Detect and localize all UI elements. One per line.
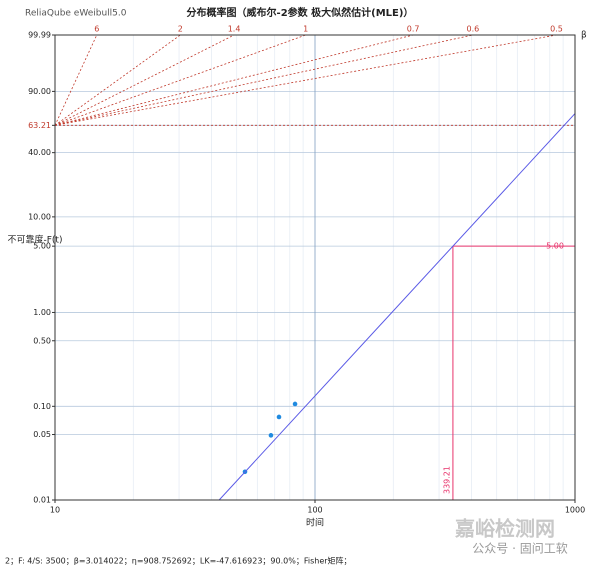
beta-ray [54,34,235,126]
footer: 2；F: 4/S: 3500；β=3.014022；η=908.752692；L… [5,556,352,566]
y-tick-label: 0.01 [33,496,51,505]
x-tick-label: 1000 [565,506,585,515]
y-tick-label: 40.00 [28,148,51,157]
beta-ray [54,34,98,126]
y-tick-label: 99.99 [28,31,51,40]
watermark: 公众号 · 固问工软 [472,542,567,556]
y-tick-label: 1.00 [33,308,51,317]
fit-line [218,113,575,500]
x-tick-label: 10 [50,506,60,515]
x-tick-label: 100 [307,506,322,515]
beta-label: β [581,31,587,41]
y-tick-label: 5.00 [33,242,51,251]
y-tick-label: 0.05 [33,430,51,439]
y-tick-label: 90.00 [28,87,51,96]
beta-ray [54,34,414,126]
beta-tick-label: 6 [94,25,99,34]
y-tick-label: 63.21 [28,121,51,130]
data-point [268,433,274,438]
beta-tick-label: 0.5 [550,25,563,34]
beta-tick-label: 1.4 [228,25,241,34]
y-tick-label: 10.00 [28,212,51,221]
plot-frame [54,34,576,501]
beta-ray [54,34,181,126]
beta-ray [54,34,557,126]
data-point [292,401,298,407]
y-axis-label: 不可靠度-F(t) [8,234,63,246]
reference-x-label: 339.21 [442,466,451,494]
beta-ray [54,34,306,126]
chart-title: 分布概率图（威布尔-2参数 极大似然估计(MLE)） [187,6,414,19]
data-point [276,414,282,420]
watermark: 嘉峪检测网 [454,517,555,541]
beta-tick-label: 2 [178,25,183,34]
beta-ray [54,34,473,126]
y-tick-label: 0.10 [33,402,51,411]
y-tick-label: 0.50 [33,336,51,345]
x-axis-label: 时间 [306,517,324,529]
app-name: ReliaQube eWeibull5.0 [25,9,127,19]
beta-tick-label: 0.7 [407,25,420,34]
reference-y-label: 5.00 [546,242,564,251]
beta-tick-label: 0.6 [466,25,479,34]
beta-tick-label: 1 [303,25,308,34]
